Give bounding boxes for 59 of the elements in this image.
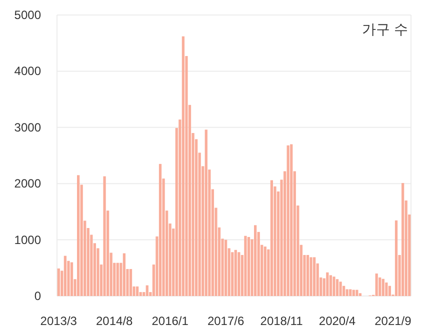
bar <box>332 276 336 296</box>
bar <box>76 175 80 296</box>
bar <box>306 254 310 296</box>
bar <box>270 180 274 296</box>
y-tick-label: 0 <box>34 289 42 303</box>
bar <box>116 262 119 296</box>
bar <box>339 282 342 296</box>
bar <box>326 272 329 296</box>
x-tick-label: 2013/3 <box>40 314 78 328</box>
y-tick-label: 2000 <box>14 176 42 191</box>
bar <box>70 262 74 296</box>
bar <box>238 252 240 296</box>
bar <box>103 176 106 296</box>
x-tick-label: 2017/6 <box>207 314 244 328</box>
bar <box>231 252 234 296</box>
bar <box>204 130 208 296</box>
bar <box>312 257 316 296</box>
bar <box>290 144 293 296</box>
bar <box>254 225 257 296</box>
x-tick-label: 2016/1 <box>152 314 189 328</box>
x-tick-label: 2018/11 <box>260 314 304 328</box>
bar <box>234 250 237 296</box>
y-axis-title: 가구 수 <box>362 21 408 37</box>
bar <box>310 257 312 296</box>
bar <box>182 36 185 296</box>
bar <box>352 290 355 296</box>
x-tick-label: 2020/4 <box>318 314 356 328</box>
bar <box>329 275 332 296</box>
bar <box>129 269 132 296</box>
bar <box>378 277 382 296</box>
bar <box>358 293 362 296</box>
bar <box>264 246 266 296</box>
x-tick-label: 2021/9 <box>374 314 412 328</box>
bar <box>122 253 126 296</box>
bar <box>64 256 67 296</box>
bar <box>244 236 247 296</box>
bar <box>136 286 139 296</box>
bar <box>247 236 250 296</box>
bar <box>385 282 388 296</box>
y-tick-label: 3000 <box>14 120 42 134</box>
y-tick-label: 1000 <box>14 232 42 247</box>
y-tick-label: 5000 <box>14 8 42 22</box>
bar <box>375 274 378 296</box>
bar <box>346 289 348 296</box>
bar <box>342 286 346 296</box>
x-tick-label: 2014/8 <box>96 314 134 328</box>
bar <box>349 289 352 296</box>
bar <box>401 183 404 296</box>
bar <box>336 279 339 296</box>
bar <box>286 145 290 296</box>
bar <box>356 290 358 296</box>
bar <box>394 220 398 296</box>
bar <box>146 285 148 296</box>
bar <box>224 240 228 296</box>
bar <box>158 164 162 296</box>
bar <box>57 268 60 296</box>
bar <box>388 286 392 296</box>
y-tick-label: 4000 <box>14 64 42 78</box>
bar <box>382 278 384 296</box>
